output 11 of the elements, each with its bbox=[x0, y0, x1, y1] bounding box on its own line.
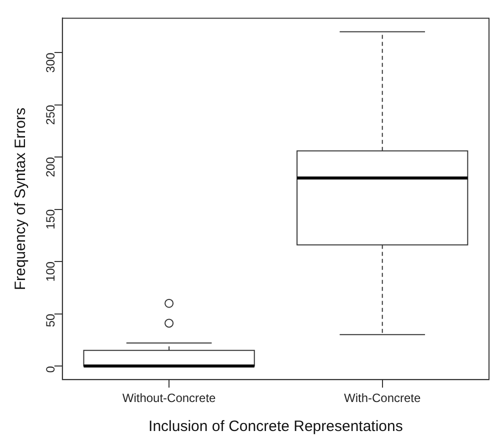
y-tick-label: 150 bbox=[44, 209, 58, 230]
x-tick-label: With-Concrete bbox=[344, 391, 422, 406]
y-tick-label: 0 bbox=[44, 366, 58, 373]
y-axis-title: Frequency of Syntax Errors bbox=[12, 108, 30, 290]
x-tick-label: Without-Concrete bbox=[122, 391, 216, 406]
y-tick-label: 250 bbox=[44, 104, 58, 125]
y-tick-label: 50 bbox=[44, 313, 58, 328]
y-tick-label: 100 bbox=[44, 261, 58, 282]
y-tick-label: 300 bbox=[44, 52, 58, 73]
y-tick-label: 200 bbox=[44, 156, 58, 178]
x-axis-title: Inclusion of Concrete Representations bbox=[148, 418, 403, 436]
